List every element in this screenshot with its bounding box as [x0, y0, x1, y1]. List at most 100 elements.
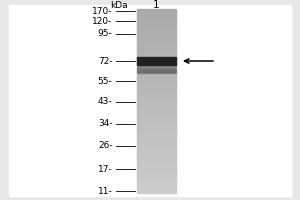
Bar: [136, 59, 176, 61]
Bar: [136, 185, 176, 187]
Bar: [136, 50, 176, 52]
Bar: [136, 115, 176, 116]
Bar: [136, 15, 176, 17]
Bar: [136, 26, 176, 27]
Bar: [136, 154, 176, 156]
Bar: [136, 181, 176, 182]
Bar: [136, 107, 176, 109]
Bar: [136, 104, 176, 106]
Text: 43-: 43-: [98, 98, 112, 106]
Bar: [136, 56, 176, 58]
Bar: [136, 101, 176, 103]
Bar: [136, 158, 176, 159]
Bar: [136, 18, 176, 20]
Text: 95-: 95-: [98, 29, 112, 38]
Bar: [136, 127, 176, 129]
Bar: [136, 27, 176, 29]
Bar: [136, 167, 176, 168]
Bar: [136, 78, 176, 80]
Bar: [136, 176, 176, 178]
Bar: [136, 76, 176, 78]
Bar: [136, 66, 176, 67]
Bar: [136, 164, 176, 165]
Bar: [136, 108, 176, 110]
Bar: [136, 70, 176, 72]
Bar: [136, 173, 176, 175]
Text: 17-: 17-: [98, 164, 112, 173]
Bar: [136, 141, 176, 142]
Bar: [136, 165, 176, 167]
Bar: [136, 168, 176, 170]
Bar: [136, 139, 176, 141]
Bar: [136, 81, 176, 83]
Bar: [136, 44, 176, 46]
Bar: [136, 174, 176, 176]
Bar: [136, 145, 176, 147]
Bar: [136, 16, 176, 18]
Bar: [136, 161, 176, 162]
Bar: [136, 112, 176, 113]
Bar: [136, 122, 176, 124]
Bar: [136, 53, 176, 55]
Text: 72-: 72-: [98, 56, 112, 66]
Bar: [136, 38, 176, 40]
Bar: [136, 66, 176, 67]
Bar: [136, 75, 176, 76]
Bar: [136, 191, 176, 193]
Bar: [136, 96, 176, 98]
Bar: [136, 24, 176, 26]
Bar: [136, 61, 176, 63]
Bar: [136, 23, 176, 24]
Bar: [136, 67, 176, 68]
Bar: [136, 79, 176, 81]
Bar: [136, 85, 176, 87]
Bar: [136, 171, 176, 173]
Bar: [136, 41, 176, 43]
Bar: [136, 148, 176, 150]
Bar: [136, 150, 176, 152]
Bar: [136, 119, 176, 121]
Bar: [136, 151, 176, 153]
Bar: [136, 153, 176, 155]
Bar: [136, 182, 176, 184]
Bar: [136, 67, 176, 69]
Bar: [136, 49, 176, 50]
Bar: [136, 144, 176, 145]
Bar: [136, 62, 176, 64]
Bar: [136, 20, 176, 21]
Bar: [136, 13, 176, 15]
Bar: [136, 33, 176, 35]
Bar: [136, 90, 176, 92]
Bar: [136, 128, 176, 130]
Bar: [136, 156, 176, 158]
Bar: [136, 36, 176, 38]
Bar: [136, 68, 176, 69]
Bar: [136, 105, 176, 107]
Bar: [136, 124, 176, 126]
Bar: [136, 93, 176, 95]
Bar: [136, 69, 176, 70]
Bar: [136, 125, 176, 127]
Bar: [136, 57, 176, 65]
Bar: [136, 131, 176, 133]
Bar: [136, 121, 176, 122]
Bar: [136, 43, 176, 44]
Bar: [136, 82, 176, 84]
Bar: [136, 113, 176, 115]
Bar: [136, 70, 176, 71]
Text: 170-: 170-: [92, 6, 112, 16]
Bar: [136, 187, 176, 188]
Bar: [136, 65, 176, 66]
Bar: [136, 39, 176, 41]
Bar: [136, 55, 176, 57]
Bar: [136, 133, 176, 135]
Bar: [136, 162, 176, 164]
Bar: [136, 69, 176, 70]
Bar: [136, 159, 176, 161]
Bar: [136, 190, 176, 191]
Bar: [136, 52, 176, 53]
Bar: [136, 147, 176, 149]
Bar: [136, 118, 176, 119]
Bar: [136, 47, 176, 49]
Bar: [136, 30, 176, 32]
